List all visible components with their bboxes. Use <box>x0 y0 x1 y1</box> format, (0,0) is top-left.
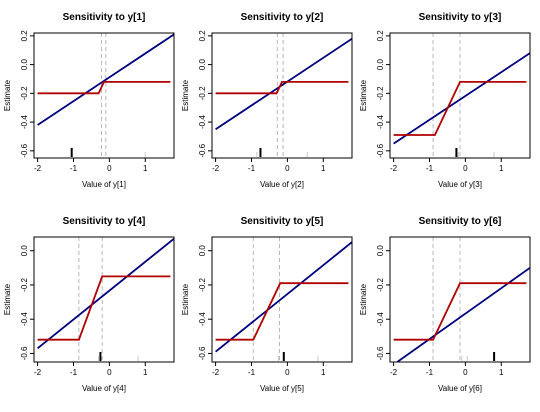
y-tick-label: -0.6 <box>198 143 207 157</box>
chart-title: Sensitivity to y[3] <box>419 12 502 23</box>
x-tick-label: 0 <box>463 368 468 377</box>
blue-series-line <box>37 33 174 126</box>
plot-frame <box>211 236 353 363</box>
x-tick-label: 1 <box>321 164 326 173</box>
x-tick-label: 1 <box>321 368 326 377</box>
plot-frame <box>33 32 175 159</box>
chart-panel-6: Sensitivity to y[6] -2 -1 0 1 -0.6 -0.4 -0.2 0.0… <box>359 216 531 393</box>
x-tick-label: 0 <box>107 164 112 173</box>
red-series-line <box>215 81 349 95</box>
y-tick-label: -0.6 <box>20 143 29 157</box>
y-tick-label: 0.0 <box>376 58 385 70</box>
y-tick-label: -0.2 <box>198 86 207 100</box>
y-tick-label: 0.0 <box>376 245 385 257</box>
y-tick-label: -0.4 <box>198 312 207 326</box>
x-tick-label: 1 <box>499 164 504 173</box>
blue-series-line <box>215 241 352 353</box>
red-series-line <box>37 81 171 95</box>
x-tick-label: 0 <box>463 164 468 173</box>
x-tick-label: -2 <box>34 368 42 377</box>
y-tick-label: -0.2 <box>20 278 29 292</box>
y-tick-label: -0.6 <box>198 346 207 360</box>
x-tick-label: -1 <box>70 164 78 173</box>
chart-panel-2: Sensitivity to y[2] -2 -1 0 1 -0.6 -0.4 -0.2 0.0… <box>181 12 353 189</box>
chart-title: Sensitivity to y[2] <box>241 12 324 23</box>
x-tick-label: -2 <box>212 368 220 377</box>
x-tick-label: -2 <box>390 368 398 377</box>
x-tick-label: -2 <box>34 164 42 173</box>
red-series-line <box>37 275 171 341</box>
x-tick-label: -2 <box>212 164 220 173</box>
y-axis-label: Estimate <box>359 283 368 315</box>
x-tick-label: -1 <box>426 164 434 173</box>
plot-frame <box>389 32 531 159</box>
x-tick-label: -1 <box>248 368 256 377</box>
chart-title: Sensitivity to y[1] <box>63 12 146 23</box>
blue-series-line <box>396 267 530 362</box>
y-tick-label: -0.6 <box>376 346 385 360</box>
chart-panel-3: Sensitivity to y[3] -2 -1 0 1 -0.6 -0.4 -0.2 0.0… <box>359 12 531 189</box>
x-tick-label: -1 <box>426 368 434 377</box>
plot-frame <box>33 236 175 363</box>
y-tick-label: -0.2 <box>376 278 385 292</box>
chart-title: Sensitivity to y[5] <box>241 216 324 227</box>
y-tick-label: -0.4 <box>376 115 385 129</box>
y-tick-label: 0.0 <box>20 58 29 70</box>
y-axis-label: Estimate <box>181 283 190 315</box>
y-tick-label: -0.2 <box>20 86 29 100</box>
x-tick-label: 0 <box>107 368 112 377</box>
y-tick-label: 0.2 <box>20 30 29 42</box>
chart-panel-5: Sensitivity to y[5] -2 -1 0 1 -0.6 -0.4 -0.2 0.0… <box>181 216 353 393</box>
chart-title: Sensitivity to y[6] <box>419 216 502 227</box>
x-axis-label: Value of y[2] <box>260 180 304 189</box>
x-tick-label: 1 <box>499 368 504 377</box>
plot-frame <box>389 236 531 363</box>
y-tick-label: -0.6 <box>376 143 385 157</box>
red-series-line <box>215 282 349 341</box>
red-series-line <box>393 81 527 136</box>
chart-panel-4: Sensitivity to y[4] -2 -1 0 1 -0.6 -0.4 -0.2 0.0… <box>3 216 175 393</box>
y-tick-label: 0.0 <box>20 245 29 257</box>
blue-series-line <box>215 37 352 131</box>
x-tick-label: -1 <box>248 164 256 173</box>
y-tick-label: 0.0 <box>198 58 207 70</box>
x-axis-label: Value of y[5] <box>260 384 304 393</box>
y-tick-label: 0.2 <box>198 30 207 42</box>
x-axis-label: Value of y[3] <box>438 180 482 189</box>
y-axis-label: Estimate <box>3 79 12 111</box>
y-tick-label: -0.2 <box>198 278 207 292</box>
plot-frame <box>211 32 353 159</box>
chart-title: Sensitivity to y[4] <box>63 216 146 227</box>
blue-series-line <box>37 237 174 350</box>
blue-series-line <box>393 52 530 145</box>
y-tick-label: -0.4 <box>376 312 385 326</box>
y-tick-label: -0.6 <box>20 346 29 360</box>
red-series-line <box>393 282 527 341</box>
x-tick-label: 0 <box>285 368 290 377</box>
x-tick-label: 1 <box>143 368 148 377</box>
x-tick-label: -2 <box>390 164 398 173</box>
y-tick-label: -0.2 <box>376 86 385 100</box>
x-axis-label: Value of y[1] <box>82 180 126 189</box>
y-tick-label: 0.0 <box>198 245 207 257</box>
x-axis-label: Value of y[4] <box>82 384 126 393</box>
y-tick-label: -0.4 <box>198 115 207 129</box>
x-axis-label: Value of y[6] <box>438 384 482 393</box>
x-tick-label: 1 <box>143 164 148 173</box>
y-axis-label: Estimate <box>359 79 368 111</box>
y-tick-label: 0.2 <box>376 30 385 42</box>
y-axis-label: Estimate <box>181 79 190 111</box>
x-tick-label: -1 <box>70 368 78 377</box>
chart-panel-1: Sensitivity to y[1] -2 -1 0 1 -0.6 -0.4 -0.2 0.0… <box>3 12 175 189</box>
y-axis-label: Estimate <box>3 283 12 315</box>
y-tick-label: -0.4 <box>20 312 29 326</box>
x-tick-label: 0 <box>285 164 290 173</box>
y-tick-label: -0.4 <box>20 115 29 129</box>
